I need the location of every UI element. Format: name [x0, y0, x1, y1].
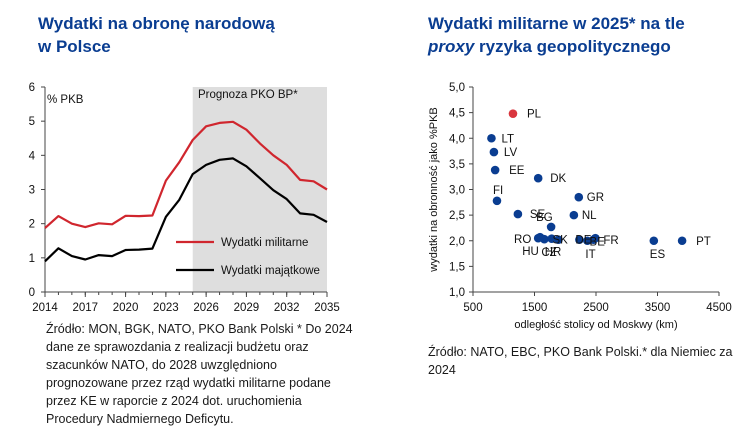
- asset-spending-line: [44, 157, 328, 263]
- point-label-pt: PT: [696, 236, 711, 248]
- y-tick-label: 4,0: [449, 133, 465, 145]
- point-label-fi: FI: [493, 185, 503, 197]
- point-label-bg: BG: [536, 212, 553, 224]
- point-lv: [489, 147, 499, 157]
- y-tick-label: 4: [29, 150, 36, 162]
- x-tick-label: 2029: [234, 302, 260, 314]
- point-label-lv: LV: [504, 147, 518, 159]
- x-tick-label: 2017: [72, 302, 98, 314]
- point-fi: [492, 196, 502, 206]
- right-source-note: Źródło: NATO, EBC, PKO Bank Polski.* dla…: [428, 345, 733, 377]
- y-tick-label: 2,0: [449, 236, 465, 248]
- point-pt: [677, 236, 687, 246]
- point-label-lt: LT: [501, 133, 514, 145]
- y-tick-label: 1,5: [449, 261, 465, 273]
- military-spending-line: [44, 120, 328, 229]
- x-tick-label: 500: [463, 302, 482, 314]
- left-chart-title: Wydatki na obronę narodową w Polsce: [38, 12, 275, 58]
- legend-label: Wydatki majątkowe: [221, 265, 320, 277]
- point-hr: [547, 234, 557, 243]
- point-bg: [546, 222, 556, 232]
- point-fr: [591, 233, 600, 243]
- x-tick-label: 2500: [583, 302, 609, 314]
- point-label-ee: EE: [509, 165, 525, 177]
- y-axis-title: wydatki na obronność jako %PKB: [428, 107, 440, 272]
- y-tick-label: 6: [29, 82, 35, 94]
- line-chart: Prognoza PKO BP* 0 1 2 3 4 5 6 2014 2017 2020 2023 2…: [29, 82, 340, 314]
- point-ee: [490, 165, 500, 175]
- forecast-label: Prognoza PKO BP*: [198, 89, 298, 101]
- x-tick-label: 2026: [193, 302, 219, 314]
- right-title-line2-rest: ryzyka geopolitycznego: [474, 37, 671, 56]
- right-title-proxy: proxy: [428, 37, 475, 56]
- point-gr: [574, 192, 584, 202]
- y-tick-label: 1,0: [449, 287, 465, 299]
- x-axis-title: odległość stolicy od Moskwy (km): [514, 319, 677, 331]
- right-title-line1: Wydatki militarne w 2025* na tle: [428, 14, 685, 33]
- point-label-it: IT: [585, 249, 595, 261]
- point-label-hu: HU: [522, 246, 539, 258]
- y-tick-label: 0: [29, 287, 35, 299]
- point-dk: [533, 173, 543, 183]
- left-title-line2: w Polsce: [38, 37, 111, 56]
- point-nl: [569, 210, 579, 220]
- y-tick-label: 1: [29, 253, 35, 265]
- point-label-fr: FR: [603, 235, 618, 247]
- x-tick-label: 3500: [645, 302, 671, 314]
- y-tick-label: 3: [29, 185, 35, 197]
- point-label-es: ES: [650, 249, 666, 261]
- x-tick-label: 2035: [314, 302, 340, 314]
- point-label-dk: DK: [550, 173, 566, 185]
- x-tick-label: 2032: [274, 302, 300, 314]
- left-title-line1: Wydatki na obronę narodową: [38, 14, 275, 33]
- y-tick-label: 5: [29, 116, 35, 128]
- scatter-chart: 1,0 1,5 2,0 2,5 3,0 3,5 4,0 4,5 5,0 500 1500 2500 35…: [428, 82, 732, 331]
- point-label-be: BE: [590, 237, 606, 249]
- legend-label: Wydatki militarne: [221, 237, 308, 249]
- point-label-de: DE: [575, 235, 591, 247]
- point-es: [649, 236, 659, 246]
- right-chart-title: Wydatki militarne w 2025* na tle proxy r…: [428, 12, 685, 58]
- point-label-gr: GR: [587, 192, 604, 204]
- point-label-hr: HR: [545, 247, 562, 259]
- point-label-sk: SK: [552, 235, 568, 247]
- y-tick-label: 3,0: [449, 185, 465, 197]
- point-se: [513, 209, 523, 219]
- y-tick-label: 5,0: [449, 82, 465, 94]
- point-cz: [540, 234, 549, 244]
- point-label-se: SE: [530, 209, 546, 221]
- y-tick-label: 4,5: [449, 108, 465, 120]
- point-label-nl: NL: [582, 210, 597, 222]
- y-tick-label: 2,5: [449, 210, 465, 222]
- point-pl: [508, 109, 518, 118]
- point-label-cz: CZ: [541, 247, 556, 259]
- x-tick-label: 1500: [522, 302, 548, 314]
- point-lt: [487, 133, 496, 143]
- x-tick-label: 2023: [153, 302, 179, 314]
- y-unit-label: % PKB: [47, 94, 84, 106]
- point-label-ro: RO: [514, 234, 531, 246]
- point-label-pl: PL: [527, 109, 542, 121]
- y-tick-label: 2: [29, 219, 35, 231]
- point-de: [575, 235, 584, 245]
- x-tick-label: 2020: [113, 302, 139, 314]
- forecast-shade: [192, 87, 327, 292]
- point-sk: [554, 235, 563, 245]
- left-source-note: Źródło: MON, BGK, NATO, PKO Bank Polski …: [46, 322, 353, 426]
- x-tick-label: 2014: [32, 302, 58, 314]
- x-tick-label: 4500: [706, 302, 732, 314]
- y-tick-label: 3,5: [449, 159, 465, 171]
